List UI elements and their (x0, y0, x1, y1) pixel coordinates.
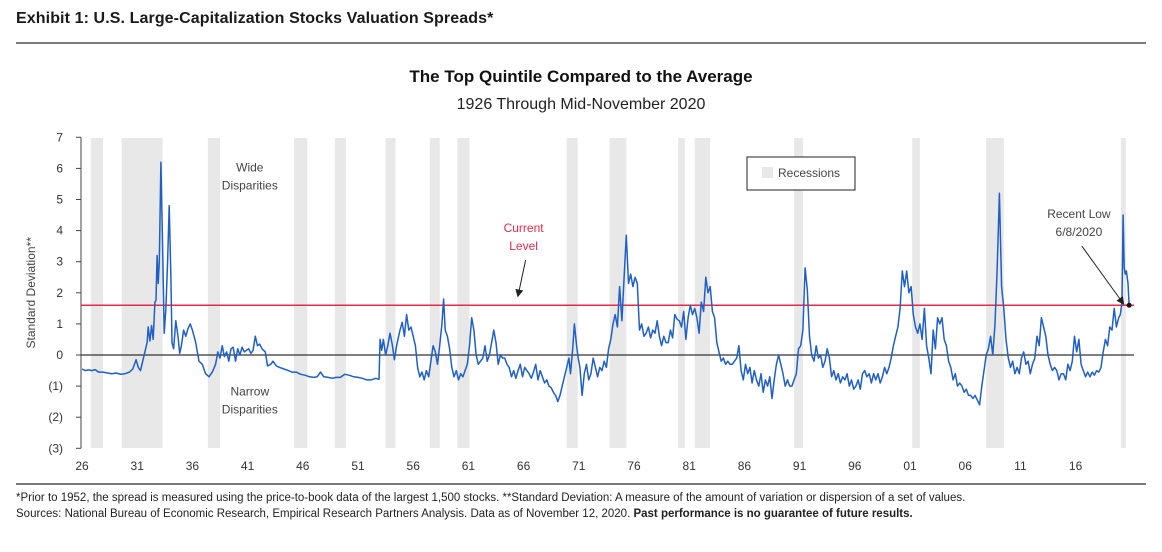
reference-lines (81, 304, 1134, 356)
x-tick-label: 01 (903, 459, 917, 473)
y-tick-label: 6 (56, 161, 63, 175)
x-tick-label: 91 (793, 459, 807, 473)
recession-band (334, 138, 346, 448)
x-tick-label: 06 (959, 459, 973, 473)
y-tick-label: (1) (48, 379, 63, 393)
footnote-disclaimer: Past performance is no guarantee of futu… (633, 508, 913, 520)
wide-disparities-label: Disparities (222, 179, 278, 193)
x-tick-label: 41 (241, 459, 255, 473)
x-tick-label: 51 (351, 459, 365, 473)
recession-band (207, 138, 220, 448)
recession-band (912, 138, 920, 448)
legend-swatch-recessions (762, 167, 773, 178)
x-tick-label: 76 (627, 459, 641, 473)
recession-band (694, 138, 711, 448)
y-tick-label: 1 (56, 317, 63, 331)
wide-disparities-label: Wide (236, 161, 264, 175)
y-tick-label: (2) (48, 410, 63, 424)
recession-band (385, 138, 396, 448)
footnote-sources-text: Sources: National Bureau of Economic Res… (16, 508, 634, 520)
x-tick-label: 81 (683, 459, 697, 473)
exhibit-title: Exhibit 1: U.S. Large-Capitalization Sto… (16, 10, 494, 27)
recession-band (566, 138, 578, 448)
legend: Recessions (746, 156, 856, 191)
y-tick-label: 0 (56, 348, 63, 362)
y-tick-label: 5 (56, 193, 63, 207)
top-divider (16, 42, 1146, 44)
series-line (81, 161, 1130, 406)
recession-band (678, 138, 685, 448)
x-tick-label: 31 (131, 459, 145, 473)
y-tick-label: 4 (56, 224, 63, 238)
narrow-disparities-label: Disparities (222, 402, 278, 416)
x-tick-label: 46 (296, 459, 310, 473)
x-tick-label: 71 (572, 459, 586, 473)
x-tick-label: 66 (517, 459, 531, 473)
annotation-arrow (1081, 245, 1125, 305)
recession-band (457, 138, 470, 448)
bottom-divider (16, 483, 1146, 485)
x-tick-label: 26 (75, 459, 89, 473)
y-tick-label: 2 (56, 286, 63, 300)
recent-low-label: Recent Low (1047, 207, 1111, 221)
x-tick-label: 36 (186, 459, 200, 473)
x-tick-label: 61 (462, 459, 476, 473)
y-tick-label: (3) (48, 441, 63, 455)
recession-band (429, 138, 440, 448)
y-axis-label: Standard Deviation** (24, 237, 38, 349)
recession-band (609, 138, 627, 448)
series (81, 161, 1130, 406)
x-tick-label: 56 (407, 459, 421, 473)
recession-bands (90, 138, 1126, 448)
chart-subtitle: 1926 Through Mid-November 2020 (456, 96, 706, 113)
x-tick-label: 11 (1014, 459, 1027, 473)
annotation-arrow (515, 260, 527, 298)
y-tick-label: 3 (56, 255, 63, 269)
narrow-disparities-label: Narrow (230, 384, 269, 398)
x-tick-label: 96 (848, 459, 862, 473)
footnote-definitions: *Prior to 1952, the spread is measured u… (16, 492, 966, 504)
legend-label-recessions: Recessions (778, 166, 840, 180)
x-tick-label: 16 (1069, 459, 1083, 473)
x-tick-label: 86 (738, 459, 752, 473)
y-tick-label: 7 (56, 130, 63, 144)
recent-low-label: 6/8/2020 (1056, 225, 1103, 239)
recession-band (293, 138, 308, 448)
chart-title: The Top Quintile Compared to the Average (409, 67, 753, 86)
recent-low-marker (1126, 302, 1132, 308)
annotations: Wide Disparities Narrow Disparities Current L… (222, 161, 1132, 416)
recession-band (90, 138, 103, 448)
footnote-sources: Sources: National Bureau of Economic Res… (16, 508, 913, 520)
recession-band (1120, 138, 1126, 448)
recession-band (986, 138, 1004, 448)
current-level-label: Current (504, 221, 545, 235)
recession-band (794, 138, 803, 448)
current-level-label: Level (509, 239, 538, 253)
